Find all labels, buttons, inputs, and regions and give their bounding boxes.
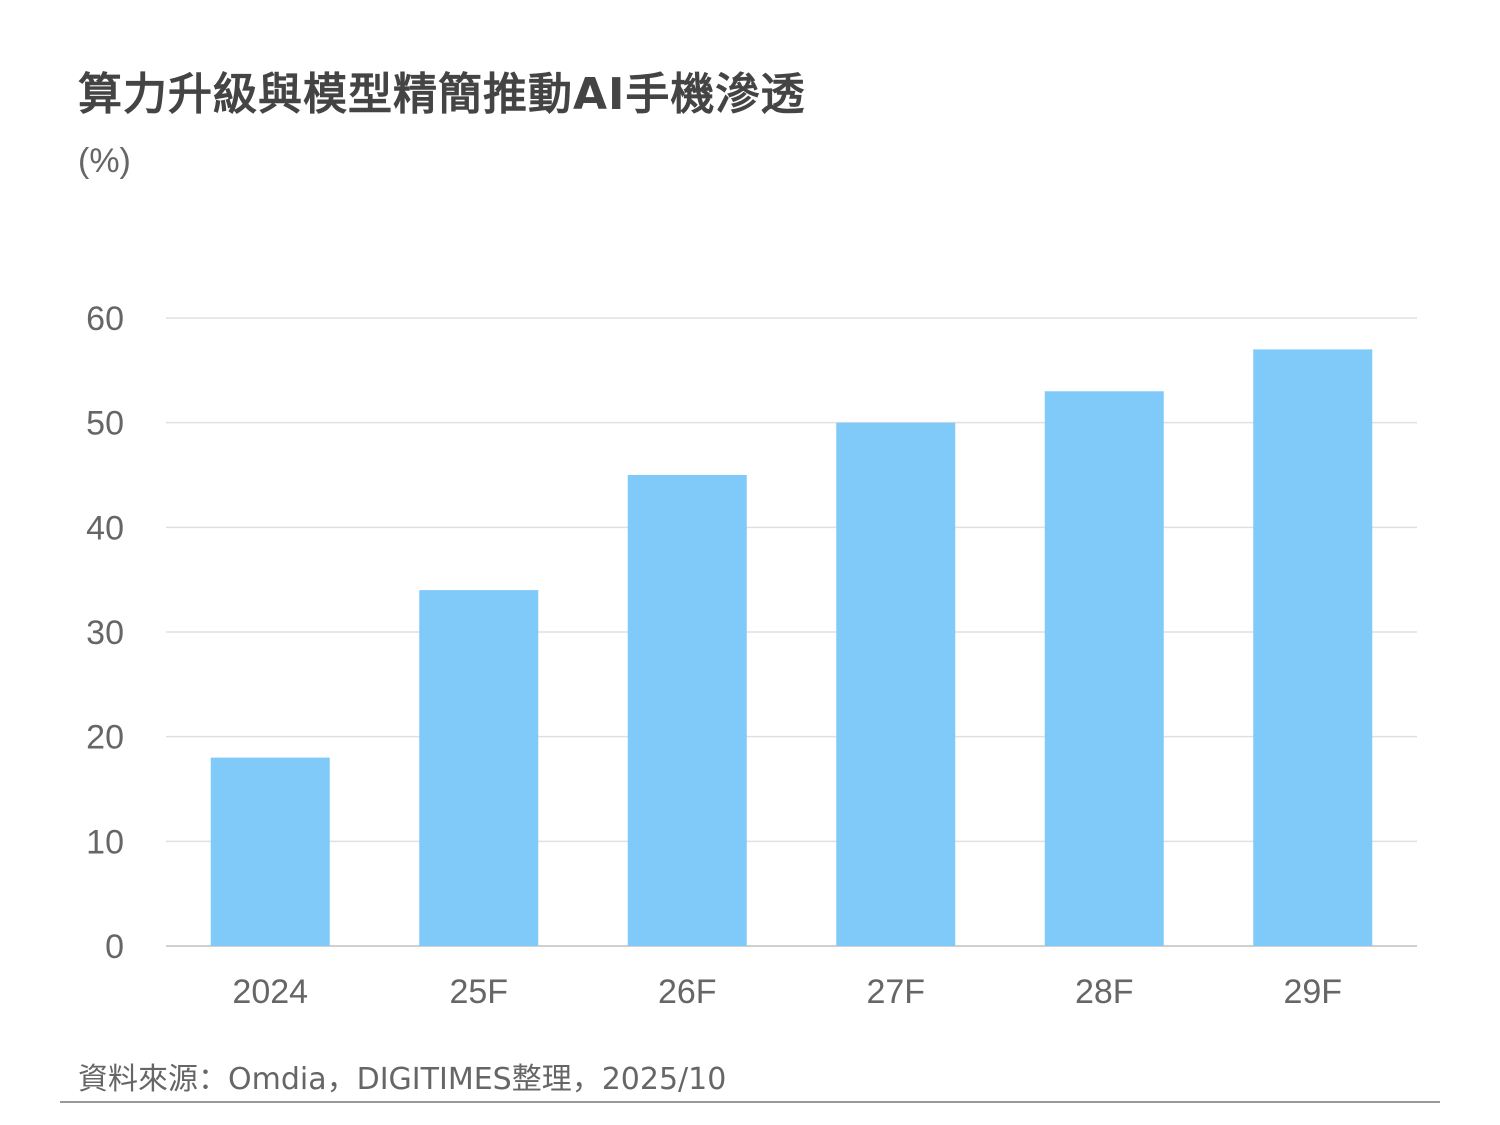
source-note: 資料來源：Omdia，DIGITIMES整理，2025/10	[78, 1062, 727, 1097]
chart-title: 算力升級與模型精簡推動AI手機滲透	[78, 69, 806, 120]
bar-25F	[419, 590, 539, 946]
y-tick-label-0: 0	[105, 928, 124, 966]
x-tick-label-28F: 28F	[1075, 973, 1134, 1011]
bottom-divider	[60, 1101, 1440, 1103]
bar-26F	[627, 475, 747, 946]
y-tick-label-10: 10	[86, 823, 124, 861]
x-tick-label-2024: 2024	[232, 973, 308, 1011]
y-tick-label-40: 40	[86, 509, 124, 547]
y-tick-label-60: 60	[86, 300, 124, 338]
bar-28F	[1044, 391, 1164, 946]
x-tick-label-29F: 29F	[1283, 973, 1342, 1011]
bar-27F	[836, 422, 956, 947]
x-tick-label-26F: 26F	[658, 973, 717, 1011]
x-tick-label-25F: 25F	[449, 973, 508, 1011]
x-tick-label-27F: 27F	[866, 973, 925, 1011]
y-tick-label-50: 50	[86, 405, 124, 443]
y-axis-unit-label: (%)	[78, 142, 131, 180]
bar-29F	[1253, 349, 1373, 946]
y-tick-label-20: 20	[86, 719, 124, 757]
y-tick-label-30: 30	[86, 614, 124, 652]
bar-2024	[210, 757, 330, 946]
